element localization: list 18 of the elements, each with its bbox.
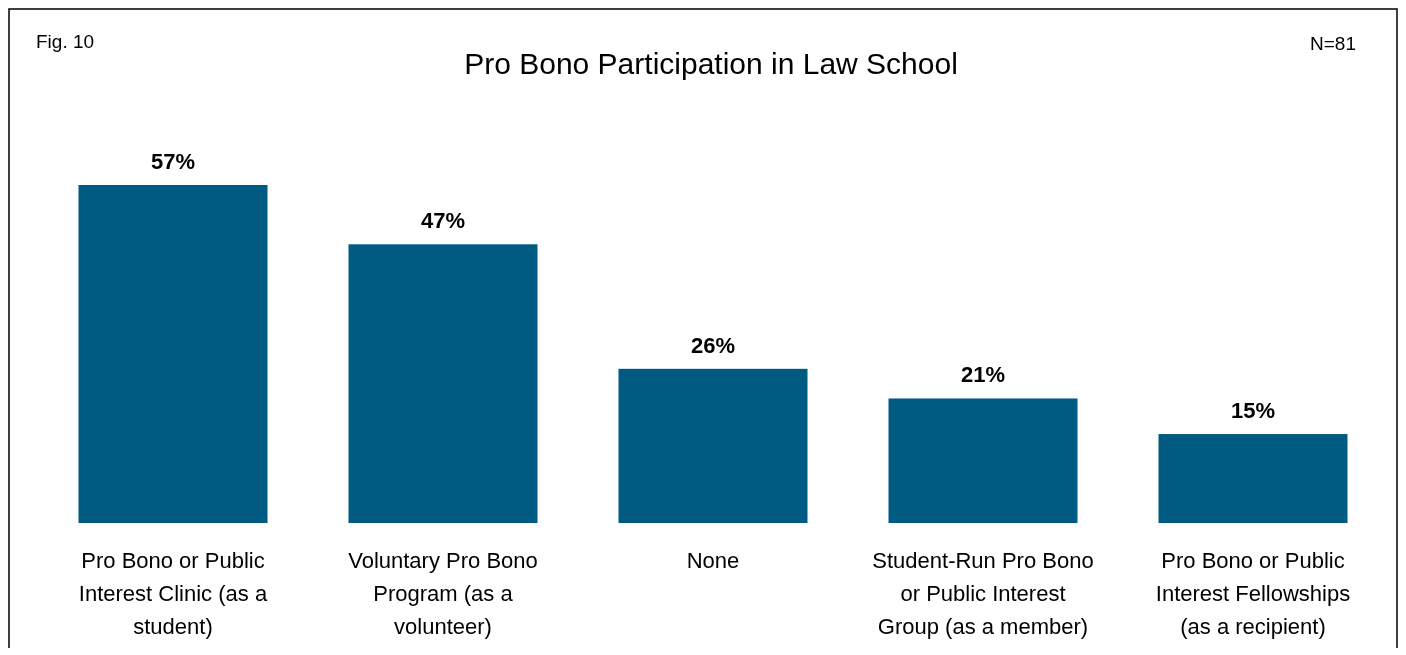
bar (348, 244, 538, 523)
bar (1158, 434, 1348, 523)
data-label: 47% (420, 208, 466, 234)
data-label: 21% (960, 362, 1006, 388)
x-tick-label: None (686, 548, 740, 573)
data-label: 15% (1230, 398, 1276, 424)
data-label: 26% (690, 332, 736, 358)
caption: Fig. 10 (36, 31, 95, 52)
chart-title: Pro Bono Participation in Law School (464, 47, 958, 80)
x-tick-label: Voluntary Pro Bono Program (as a volunteer) (348, 548, 538, 639)
x-tick-label: Pro Bono or Public Interest Fellowships (as a recipient) (1155, 548, 1351, 639)
text: N=81 (1310, 33, 1356, 54)
bar (78, 185, 268, 523)
x-tick-label: Student-Run Pro Bono or Public Interest Group (as a member) (872, 548, 1094, 639)
bar (888, 398, 1078, 523)
data-label: 57% (150, 149, 196, 174)
bar (618, 368, 808, 523)
x-tick-label: Pro Bono or Public Interest Clinic (as a student) (78, 548, 268, 639)
